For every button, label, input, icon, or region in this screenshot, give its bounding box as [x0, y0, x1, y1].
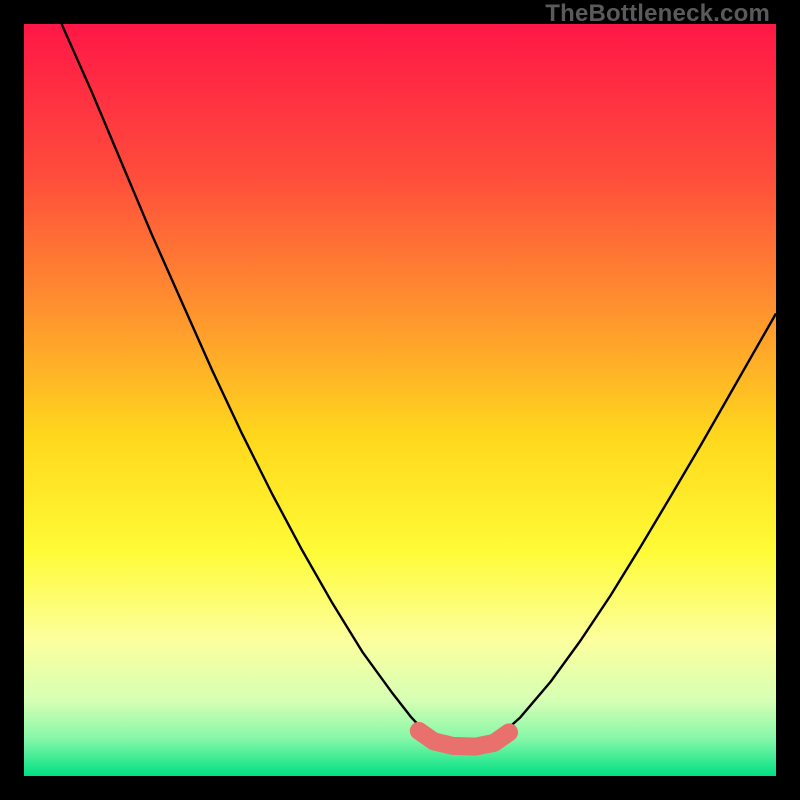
gradient-background	[24, 24, 776, 776]
chart-container: TheBottleneck.com	[0, 0, 800, 800]
chart-svg	[24, 24, 776, 776]
plot-area	[24, 24, 776, 776]
watermark-label: TheBottleneck.com	[545, 0, 770, 28]
